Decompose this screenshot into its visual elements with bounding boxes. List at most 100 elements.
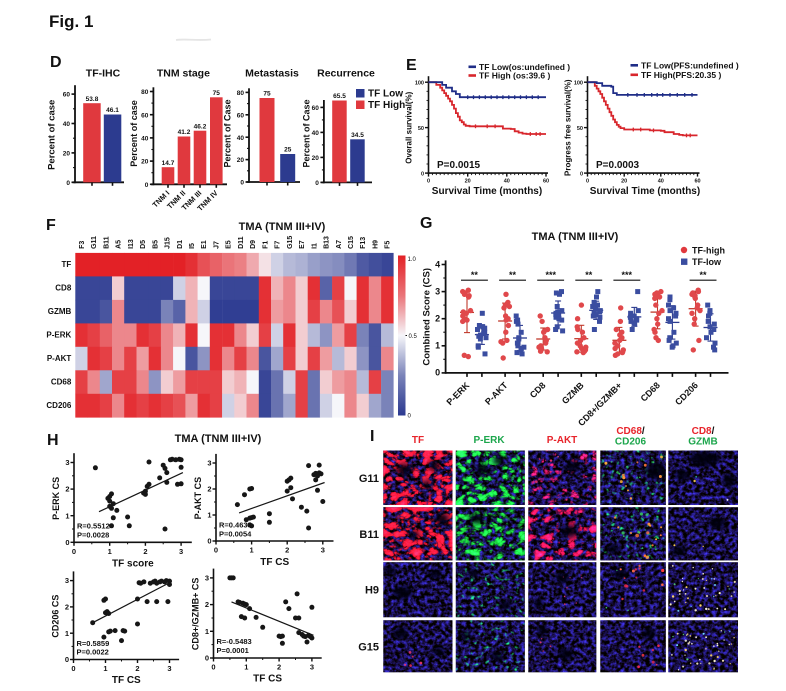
svg-text:2: 2 xyxy=(435,314,440,324)
svg-text:TF CS: TF CS xyxy=(260,557,289,568)
svg-text:46.2: 46.2 xyxy=(194,123,207,130)
svg-text:F3: F3 xyxy=(79,241,86,249)
svg-text:0: 0 xyxy=(580,171,583,177)
svg-text:TMA (TNM III+IV): TMA (TNM III+IV) xyxy=(175,433,262,445)
svg-text:65.5: 65.5 xyxy=(333,93,346,100)
svg-text:3: 3 xyxy=(207,459,211,468)
svg-text:14.7: 14.7 xyxy=(162,160,175,167)
svg-text:P=0.0015: P=0.0015 xyxy=(437,160,481,171)
svg-text:0: 0 xyxy=(72,547,76,556)
svg-text:G15: G15 xyxy=(358,641,379,653)
svg-text:2: 2 xyxy=(143,547,147,556)
svg-text:**: ** xyxy=(509,270,517,280)
svg-text:B5: B5 xyxy=(152,240,159,249)
svg-text:TF-low: TF-low xyxy=(692,257,722,267)
svg-text:I: I xyxy=(370,428,374,445)
svg-text:100: 100 xyxy=(574,80,583,86)
svg-text:C15: C15 xyxy=(348,236,355,249)
svg-text:Percent of case: Percent of case xyxy=(129,100,139,167)
svg-text:2: 2 xyxy=(65,603,69,612)
svg-text:2: 2 xyxy=(277,663,281,672)
svg-text:P=0.0022: P=0.0022 xyxy=(77,648,109,657)
svg-text:CD8: CD8 xyxy=(55,284,72,293)
svg-text:TF: TF xyxy=(62,260,72,269)
svg-text:1: 1 xyxy=(244,663,248,672)
svg-text:A7: A7 xyxy=(336,240,343,249)
svg-text:3: 3 xyxy=(205,574,209,583)
svg-text:E7: E7 xyxy=(299,240,306,249)
svg-text:R=-0.5483: R=-0.5483 xyxy=(217,637,252,646)
svg-text:R=0.5859: R=0.5859 xyxy=(77,639,110,648)
svg-text:1: 1 xyxy=(108,547,112,556)
svg-text:Percent of Case: Percent of Case xyxy=(223,99,233,167)
svg-text:20: 20 xyxy=(237,157,245,164)
svg-text:20: 20 xyxy=(312,155,320,162)
svg-text:CD206: CD206 xyxy=(615,437,647,448)
svg-text:D: D xyxy=(50,54,62,71)
svg-text:1: 1 xyxy=(250,546,254,555)
svg-text:P-AKT: P-AKT xyxy=(547,435,578,446)
svg-text:40: 40 xyxy=(63,121,71,128)
svg-text:0: 0 xyxy=(408,414,412,420)
svg-text:CD8/: CD8/ xyxy=(692,426,715,437)
svg-text:B11: B11 xyxy=(359,529,379,541)
svg-text:Survival Time (months): Survival Time (months) xyxy=(590,186,700,197)
svg-text:TMA (TNM III+IV): TMA (TNM III+IV) xyxy=(532,231,619,243)
svg-text:TF High: TF High xyxy=(368,100,405,111)
svg-text:Overall survival(%): Overall survival(%) xyxy=(405,91,414,163)
svg-text:50: 50 xyxy=(418,126,424,132)
svg-text:***: *** xyxy=(545,270,556,280)
svg-text:TF score: TF score xyxy=(112,559,154,570)
svg-text:GZMB: GZMB xyxy=(688,437,717,448)
svg-text:80: 80 xyxy=(237,90,245,97)
svg-text:0: 0 xyxy=(71,664,75,673)
svg-text:3: 3 xyxy=(321,546,325,555)
svg-text:D5: D5 xyxy=(140,240,147,249)
svg-text:F7: F7 xyxy=(275,241,282,249)
svg-text:TNM stage: TNM stage xyxy=(157,68,210,80)
svg-text:Combined Score (CS): Combined Score (CS) xyxy=(422,268,433,366)
svg-text:1: 1 xyxy=(435,341,440,351)
svg-text:3: 3 xyxy=(310,663,314,672)
svg-text:R=0.4633: R=0.4633 xyxy=(219,521,252,530)
svg-text:**: ** xyxy=(471,270,479,280)
svg-text:3: 3 xyxy=(65,576,69,585)
svg-text:Fig. 1: Fig. 1 xyxy=(49,12,93,31)
svg-text:75: 75 xyxy=(263,91,271,98)
svg-text:P-AKT CS: P-AKT CS xyxy=(193,477,203,519)
svg-text:TF Low: TF Low xyxy=(368,89,403,100)
svg-text:P=0.0003: P=0.0003 xyxy=(596,160,640,171)
svg-text:G11: G11 xyxy=(359,473,379,485)
svg-text:TF High(PFS:20.35 ): TF High(PFS:20.35 ) xyxy=(641,70,721,80)
svg-text:2: 2 xyxy=(205,600,209,609)
svg-text:G11: G11 xyxy=(91,236,98,249)
svg-text:2: 2 xyxy=(207,485,211,494)
svg-text:H9: H9 xyxy=(373,240,380,249)
svg-text:I1: I1 xyxy=(311,243,318,249)
svg-text:E5: E5 xyxy=(226,240,233,249)
svg-text:Progress free survival(%): Progress free survival(%) xyxy=(564,79,573,176)
svg-text:1.0: 1.0 xyxy=(408,257,417,263)
svg-text:TF-high: TF-high xyxy=(692,246,725,256)
svg-text:3: 3 xyxy=(435,286,440,296)
svg-text:40: 40 xyxy=(312,130,320,137)
svg-text:3: 3 xyxy=(65,458,69,467)
svg-text:0: 0 xyxy=(65,655,69,664)
svg-text:0.5: 0.5 xyxy=(409,334,418,340)
svg-text:**: ** xyxy=(699,270,707,280)
svg-text:20: 20 xyxy=(141,159,149,166)
svg-text:G15: G15 xyxy=(287,236,294,249)
svg-text:25: 25 xyxy=(284,147,292,154)
svg-text:E1: E1 xyxy=(201,240,208,249)
svg-text:D1: D1 xyxy=(177,240,184,249)
svg-text:100: 100 xyxy=(415,80,424,86)
svg-text:3: 3 xyxy=(167,664,171,673)
svg-text:P=0.0028: P=0.0028 xyxy=(77,530,109,539)
svg-text:1: 1 xyxy=(207,511,211,520)
svg-text:F: F xyxy=(46,217,56,234)
svg-text:**: ** xyxy=(585,270,593,280)
svg-text:Survival Time (months): Survival Time (months) xyxy=(432,186,542,197)
svg-text:60: 60 xyxy=(63,92,71,99)
svg-text:0: 0 xyxy=(65,538,69,547)
svg-text:2: 2 xyxy=(65,485,69,494)
